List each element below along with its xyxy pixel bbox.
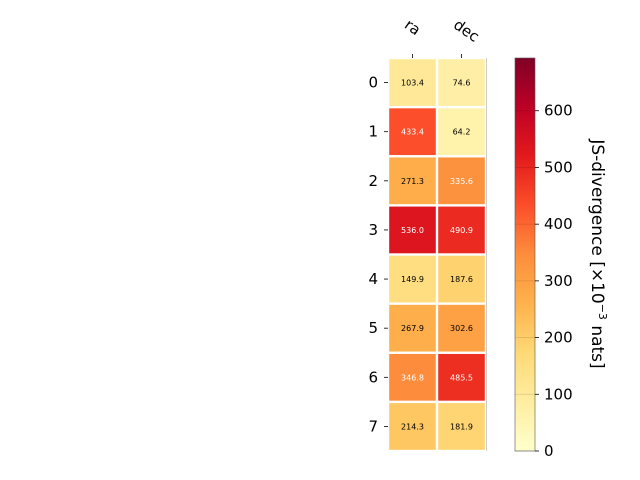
- heatmap-cell-1-ra: [389, 108, 436, 156]
- heatmap-cell-label: 335.6: [450, 177, 473, 186]
- y-tick-label: 5: [368, 319, 378, 337]
- heatmap-cell-label: 433.4: [401, 128, 424, 137]
- colorbar-gradient: [514, 57, 536, 452]
- heatmap-cell-label: 64.2: [453, 128, 471, 137]
- colorbar-tick-label: 400: [544, 215, 573, 233]
- colorbar-tick-label: 300: [544, 272, 573, 290]
- y-tick-label: 2: [368, 172, 378, 190]
- heatmap-cell-label: 490.9: [450, 226, 473, 235]
- y-tick-label: 6: [368, 368, 378, 386]
- y-axis-ticks: 0 1 2 3 4 5 6 7: [368, 74, 388, 435]
- heatmap-cell-label: 74.6: [453, 79, 471, 88]
- heatmap-cell-0-dec: [438, 59, 485, 106]
- heatmap-cell-4-dec: [438, 255, 485, 303]
- x-tick-label: ra: [401, 16, 424, 40]
- heatmap-cell-label: 536.0: [401, 226, 424, 235]
- heatmap-cell-label: 267.9: [401, 324, 424, 333]
- heatmap-cell-label: 271.3: [401, 177, 424, 186]
- heatmap-cell-label: 302.6: [450, 324, 473, 333]
- heatmap-cell-4-ra: [389, 255, 436, 303]
- heatmap-cell-label: 214.3: [401, 422, 424, 431]
- colorbar-tick-label: 500: [544, 158, 573, 176]
- colorbar-tick-label: 600: [544, 102, 573, 120]
- heatmap-cell-6-dec: [438, 353, 485, 401]
- colorbar-label: JS-divergence [×10−3 nats]: [587, 138, 609, 368]
- heatmap-cell-5-dec: [438, 304, 485, 352]
- heatmap-cell-5-ra: [389, 304, 436, 352]
- heatmap-cells: 103.4 74.6 433.4 64.2 271.3 335.6 536.0 490.9 14…: [389, 59, 485, 450]
- y-tick-label: 1: [368, 123, 378, 141]
- y-tick-label: 3: [368, 221, 378, 239]
- heatmap-cell-7-ra: [389, 403, 436, 450]
- heatmap-cell-label: 187.6: [450, 275, 473, 284]
- heatmap-cell-1-dec: [438, 108, 485, 156]
- y-tick-label: 0: [368, 74, 378, 92]
- heatmap-cell-2-ra: [389, 157, 436, 205]
- heatmap-cell-7-dec: [438, 403, 485, 450]
- heatmap-cell-label: 181.9: [450, 422, 473, 431]
- colorbar-tick-label: 100: [544, 385, 573, 403]
- heatmap-cell-0-ra: [389, 59, 436, 106]
- heatmap-cell-3-ra: [389, 206, 436, 254]
- heatmap-cell-label: 346.8: [401, 373, 424, 382]
- heatmap-cell-label: 103.4: [401, 79, 424, 88]
- colorbar-ticks: 0 100 200 300 400 500 600: [515, 102, 573, 460]
- x-axis-ticks: ra dec: [401, 16, 483, 58]
- colorbar-tick-label: 200: [544, 329, 573, 347]
- y-tick-label: 4: [368, 270, 378, 288]
- heatmap-cell-3-dec: [438, 206, 485, 254]
- y-tick-label: 7: [368, 417, 378, 435]
- heatmap-cell-label: 149.9: [401, 275, 424, 284]
- x-tick-label: dec: [450, 16, 482, 46]
- heatmap-cell-2-dec: [438, 157, 485, 205]
- heatmap-cell-6-ra: [389, 353, 436, 401]
- colorbar: 0 100 200 300 400 500 600 JS-divergence [×10−3…: [514, 57, 609, 460]
- heatmap-cell-label: 485.5: [450, 373, 473, 382]
- colorbar-tick-label: 0: [544, 442, 554, 460]
